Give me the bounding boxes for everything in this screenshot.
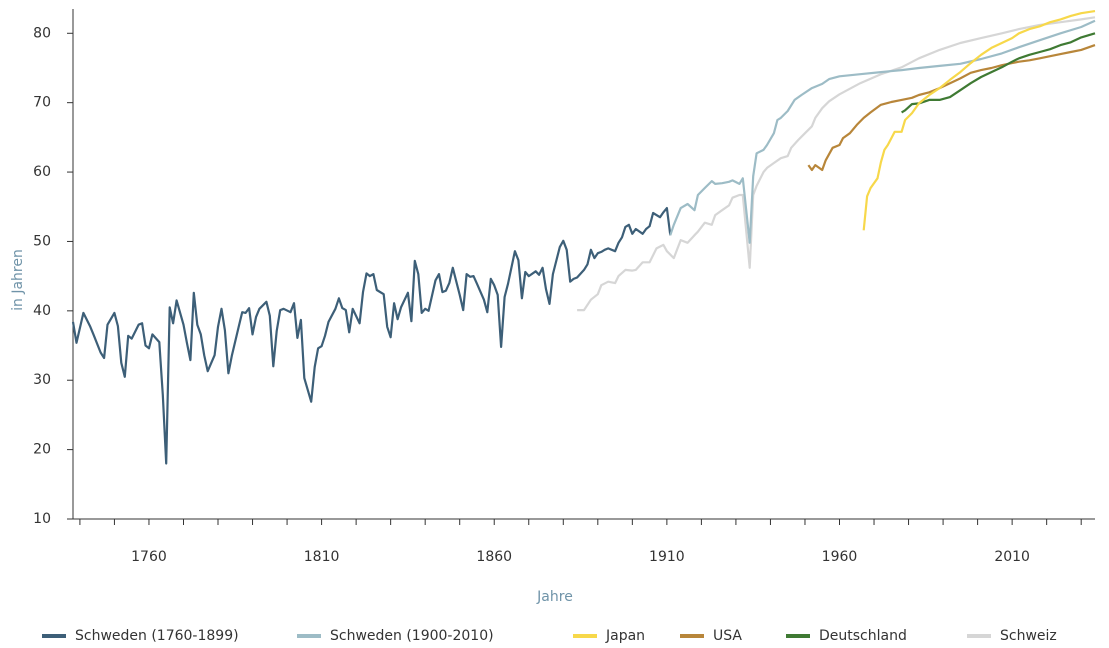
legend-label: Schweden (1760-1899) — [75, 628, 239, 644]
x-tick-label: 1960 — [822, 549, 858, 565]
y-axis-title: in Jahren — [10, 249, 26, 311]
x-tick-label: 1860 — [476, 549, 512, 565]
line-series — [862, 10, 1096, 231]
legend-label: Schweden (1900-2010) — [330, 628, 494, 644]
legend-label: USA — [713, 628, 742, 644]
line-series — [901, 32, 1096, 114]
x-tick-label: 1810 — [304, 549, 340, 565]
legend-label: Deutschland — [819, 628, 907, 644]
y-tick-label: 60 — [33, 164, 51, 180]
legend-label: Japan — [605, 628, 645, 644]
y-tick-label: 10 — [33, 511, 51, 527]
line-series — [71, 207, 672, 465]
y-tick-label: 30 — [33, 372, 51, 388]
line-series — [577, 16, 1096, 312]
x-tick-label: 1910 — [649, 549, 685, 565]
line-series — [807, 44, 1096, 172]
x-tick-label: 1760 — [131, 549, 167, 565]
y-tick-label: 40 — [33, 303, 51, 319]
y-tick-label: 50 — [33, 233, 51, 249]
x-tick-label: 2010 — [994, 549, 1030, 565]
y-tick-label: 20 — [33, 442, 51, 458]
y-tick-label: 80 — [33, 25, 51, 41]
line-series — [669, 19, 1096, 244]
legend-label: Schweiz — [1000, 628, 1057, 644]
x-axis-title: Jahre — [536, 589, 573, 605]
y-tick-label: 70 — [33, 95, 51, 111]
